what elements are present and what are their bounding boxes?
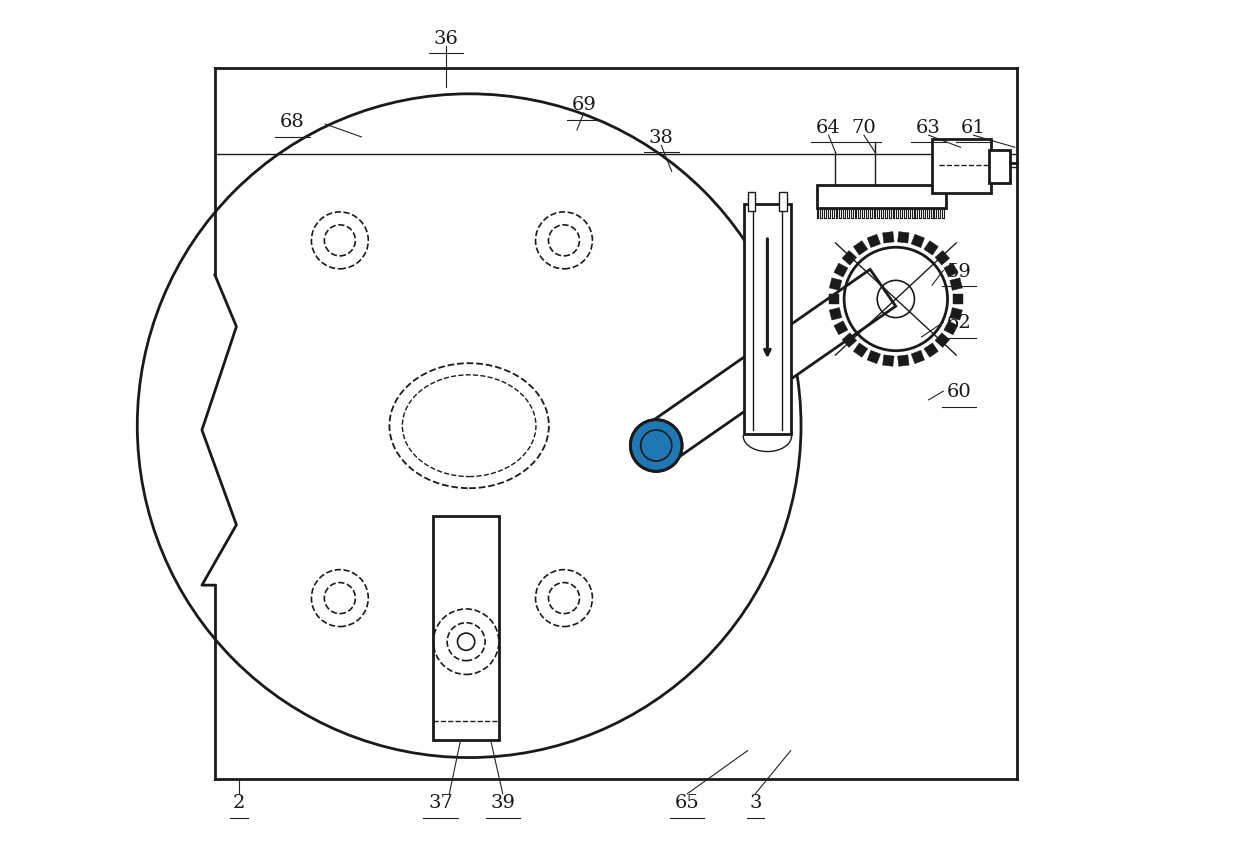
Bar xyxy=(780,193,787,212)
Polygon shape xyxy=(935,251,950,266)
Text: 2: 2 xyxy=(233,794,246,811)
Text: 60: 60 xyxy=(946,383,971,400)
Polygon shape xyxy=(935,333,950,348)
Text: 68: 68 xyxy=(280,114,305,131)
Bar xyxy=(932,139,991,194)
Polygon shape xyxy=(842,333,857,348)
Polygon shape xyxy=(830,279,842,291)
Polygon shape xyxy=(950,308,962,320)
Polygon shape xyxy=(883,356,894,367)
Text: 65: 65 xyxy=(675,794,699,811)
Bar xyxy=(990,151,1009,183)
Polygon shape xyxy=(867,235,880,248)
Polygon shape xyxy=(883,232,894,244)
Polygon shape xyxy=(898,356,909,367)
Text: 37: 37 xyxy=(428,794,453,811)
Polygon shape xyxy=(842,251,857,266)
Polygon shape xyxy=(835,263,848,278)
Polygon shape xyxy=(644,270,895,464)
Text: 59: 59 xyxy=(946,263,971,280)
Polygon shape xyxy=(835,321,848,336)
Bar xyxy=(744,205,791,435)
Text: 69: 69 xyxy=(572,96,596,114)
Polygon shape xyxy=(911,235,925,248)
Text: 63: 63 xyxy=(916,119,941,136)
Bar xyxy=(433,517,500,740)
Polygon shape xyxy=(830,308,842,320)
Bar xyxy=(816,186,946,208)
Text: 38: 38 xyxy=(649,129,673,146)
Polygon shape xyxy=(911,351,925,364)
Polygon shape xyxy=(950,279,962,291)
Polygon shape xyxy=(944,321,957,336)
Text: 64: 64 xyxy=(816,119,841,136)
Text: 70: 70 xyxy=(852,119,877,136)
Text: 36: 36 xyxy=(434,30,459,47)
Bar xyxy=(748,193,755,212)
Text: 61: 61 xyxy=(961,119,986,136)
Polygon shape xyxy=(867,351,880,364)
Polygon shape xyxy=(853,241,868,256)
Polygon shape xyxy=(944,263,957,278)
Polygon shape xyxy=(924,344,939,358)
Polygon shape xyxy=(853,344,868,358)
Polygon shape xyxy=(898,232,909,244)
Circle shape xyxy=(630,420,682,472)
Text: 39: 39 xyxy=(490,794,516,811)
Polygon shape xyxy=(952,294,963,305)
Polygon shape xyxy=(924,241,939,256)
Text: 3: 3 xyxy=(749,794,761,811)
Text: 62: 62 xyxy=(946,314,971,331)
Polygon shape xyxy=(828,294,839,305)
